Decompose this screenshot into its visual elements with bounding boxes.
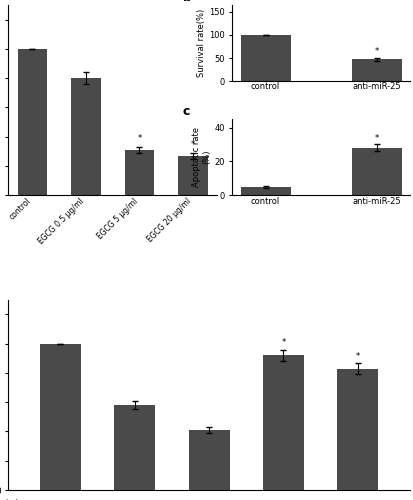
Bar <box>178 156 207 195</box>
Bar <box>262 356 303 490</box>
Bar <box>240 186 290 195</box>
Text: EGCG 5μg/ml: EGCG 5μg/ml <box>0 499 18 500</box>
Y-axis label: Apoptotic rate
(%): Apoptotic rate (%) <box>192 127 211 187</box>
Text: +: + <box>131 499 138 500</box>
Text: *: * <box>374 48 378 56</box>
Bar <box>18 49 47 195</box>
Bar <box>114 405 155 490</box>
Bar <box>240 35 290 81</box>
Text: +: + <box>279 499 287 500</box>
Text: -: - <box>59 499 62 500</box>
Text: *: * <box>190 140 195 149</box>
Bar <box>71 78 100 195</box>
Bar <box>124 150 154 195</box>
Text: *: * <box>355 352 359 362</box>
Bar <box>351 60 401 81</box>
Bar <box>188 430 229 490</box>
Text: -: - <box>207 499 210 500</box>
Text: *: * <box>374 134 378 143</box>
Y-axis label: Survival rate(%): Survival rate(%) <box>197 9 206 77</box>
Text: b: b <box>182 0 191 4</box>
Text: c: c <box>182 106 190 118</box>
Text: *: * <box>280 338 285 347</box>
Text: +: + <box>353 499 361 500</box>
Bar <box>337 368 377 490</box>
Text: *: * <box>137 134 141 142</box>
Bar <box>40 344 81 490</box>
Bar <box>351 148 401 195</box>
